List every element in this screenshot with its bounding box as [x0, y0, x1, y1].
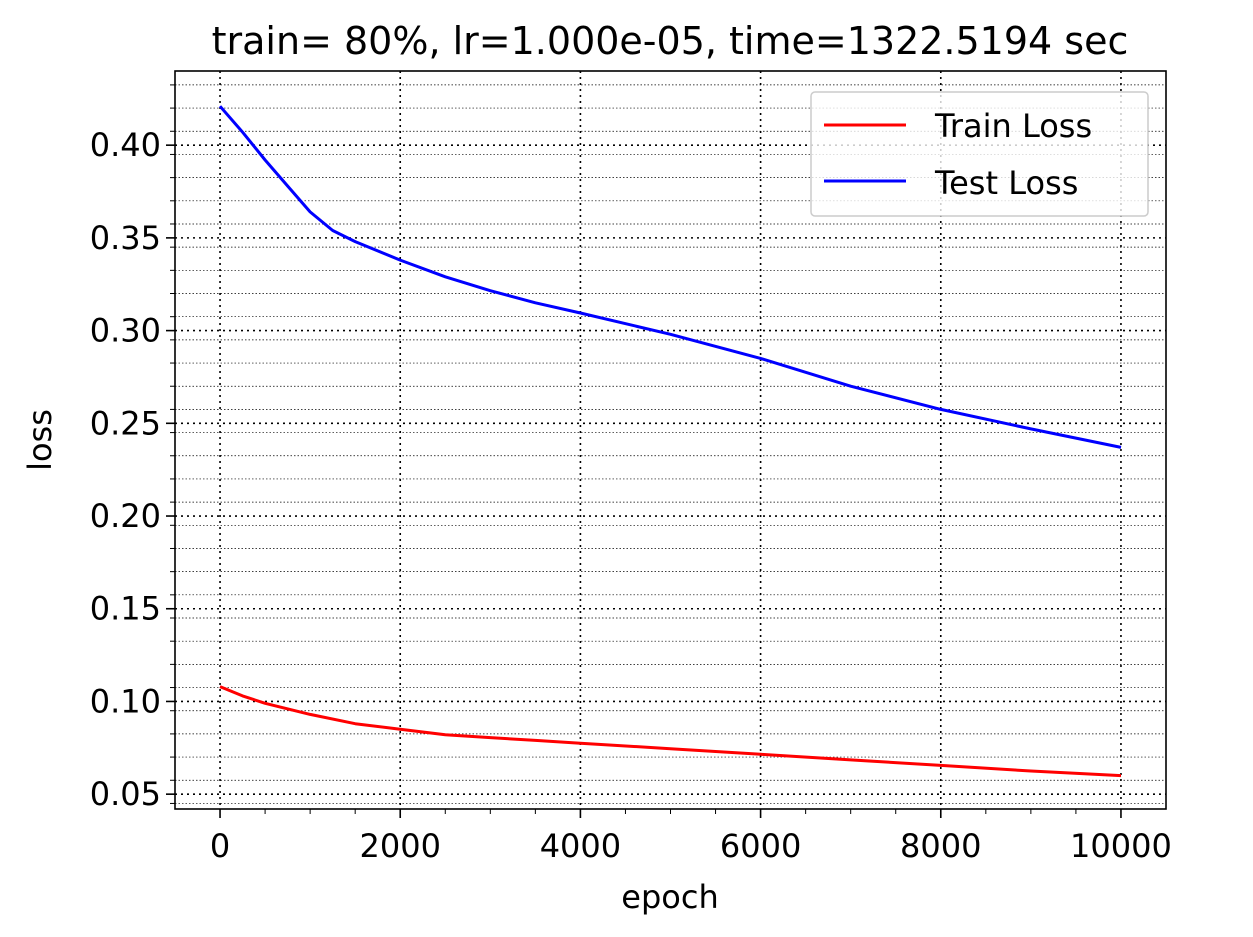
y-tick-label: 0.35	[90, 219, 161, 257]
x-tick-label: 6000	[720, 827, 801, 865]
x-axis-label: epoch	[621, 878, 718, 916]
series-lines	[218, 105, 1122, 778]
legend-label-train-loss: Train Loss	[934, 107, 1092, 145]
y-tick-label: 0.20	[90, 497, 161, 535]
legend: Train Loss Test Loss	[810, 91, 1149, 217]
y-tick-label: 0.05	[90, 775, 161, 813]
test-loss-line	[218, 105, 1122, 449]
legend-label-test-loss: Test Loss	[934, 164, 1078, 202]
x-tick-label: 2000	[360, 827, 441, 865]
y-tick-label: 0.25	[90, 404, 161, 442]
y-tick-label: 0.10	[90, 682, 161, 720]
legend-frame	[810, 91, 1149, 217]
y-tick-label: 0.30	[90, 312, 161, 350]
chart-title: train= 80%, lr=1.000e-05, time=1322.5194…	[212, 19, 1129, 63]
axis-ticks: 0.05 0.10 0.15 0.20 0.25 0.30 0.35 0.40 0 2000 400…	[90, 84, 1172, 865]
x-tick-label: 10000	[1070, 827, 1172, 865]
grid-lines	[175, 71, 1166, 809]
x-tick-label: 0	[210, 827, 230, 865]
x-tick-label: 8000	[900, 827, 981, 865]
x-tick-label: 4000	[540, 827, 621, 865]
y-axis-label: loss	[21, 409, 59, 471]
y-tick-label: 0.40	[90, 126, 161, 164]
y-tick-label: 0.15	[90, 590, 161, 628]
train-loss-line	[219, 685, 1122, 778]
